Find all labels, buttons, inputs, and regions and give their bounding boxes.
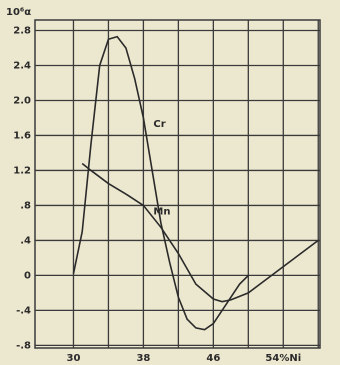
series-label: Cr (153, 119, 165, 130)
x-tick-label: 38 (136, 353, 150, 364)
plot-frame (34, 19, 321, 349)
series-line (81, 162, 319, 303)
series-line (72, 35, 249, 331)
y-tick-label: -.4 (16, 305, 31, 316)
y-axis-label: 10⁶α (6, 7, 31, 18)
y-tick-label: 1.2 (13, 165, 31, 176)
y-tick-label: 2.4 (13, 60, 31, 71)
series-label: Mn (153, 206, 170, 217)
y-tick-label: 1.6 (13, 130, 31, 141)
y-tick-label: 2.8 (13, 25, 31, 36)
y-tick-label: .4 (20, 235, 31, 246)
y-tick-label: 2.0 (13, 95, 31, 106)
x-tick-label: 54%Ni (265, 353, 301, 364)
y-tick-label: -.8 (16, 340, 31, 351)
x-tick-label: 46 (206, 353, 220, 364)
y-tick-label: .8 (20, 200, 31, 211)
x-tick-label: 30 (67, 353, 81, 364)
y-tick-label: 0 (24, 270, 31, 281)
